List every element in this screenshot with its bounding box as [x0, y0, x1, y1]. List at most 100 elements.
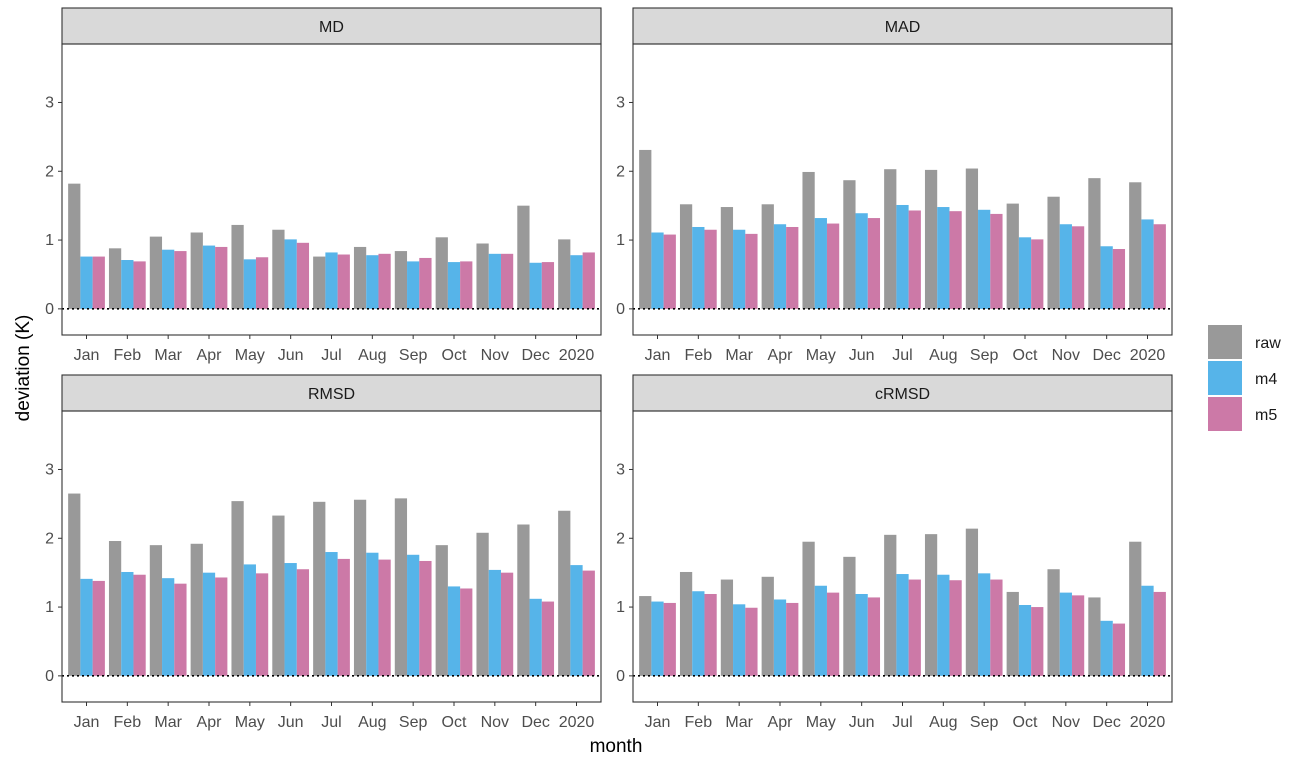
bar-m4 [366, 553, 378, 676]
legend-key-m4 [1208, 361, 1242, 395]
bar-m5 [1154, 224, 1166, 309]
bar-m4 [774, 224, 786, 309]
bar-m4 [489, 570, 501, 676]
bar-m5 [1113, 624, 1125, 676]
bar-raw [639, 596, 651, 676]
bar-m4 [80, 579, 92, 676]
bar-m5 [542, 262, 554, 309]
y-tick-label: 0 [45, 301, 54, 318]
x-tick-label: Apr [197, 714, 223, 731]
bar-raw [150, 545, 162, 676]
legend-label-m5: m5 [1255, 407, 1277, 424]
bar-raw [1088, 597, 1100, 675]
x-tick-label: Oct [442, 714, 467, 731]
y-tick-label: 0 [45, 668, 54, 685]
bar-m5 [297, 569, 309, 676]
bar-raw [966, 169, 978, 309]
x-tick-label: 2020 [1130, 714, 1166, 731]
bar-raw [884, 169, 896, 309]
x-tick-label: Jul [892, 714, 912, 731]
bar-m5 [949, 580, 961, 676]
x-tick-label: Nov [1052, 347, 1080, 364]
bar-m4 [366, 255, 378, 309]
bar-raw [395, 251, 407, 309]
bar-m5 [215, 577, 227, 675]
bar-m4 [162, 250, 174, 309]
bar-m5 [256, 573, 268, 676]
bar-m4 [856, 213, 868, 309]
x-tick-label: Jan [74, 347, 100, 364]
bar-raw [884, 535, 896, 676]
bar-raw [802, 542, 814, 676]
bar-m5 [949, 211, 961, 309]
x-tick-label: 2020 [559, 714, 595, 731]
bar-m5 [378, 254, 390, 309]
bar-m5 [338, 255, 350, 309]
legend-label-raw: raw [1255, 335, 1281, 352]
bar-m4 [570, 565, 582, 676]
x-tick-label: Oct [1013, 347, 1038, 364]
facet-title: MD [319, 19, 344, 36]
bar-m4 [733, 604, 745, 676]
bar-m5 [868, 597, 880, 675]
bar-m4 [1141, 586, 1153, 676]
bar-raw [721, 580, 733, 676]
x-axis-title: month [590, 736, 643, 757]
bar-raw [68, 184, 80, 309]
y-tick-label: 1 [45, 599, 54, 616]
bar-raw [150, 237, 162, 309]
bar-raw [925, 534, 937, 676]
x-tick-label: Dec [1092, 714, 1120, 731]
bar-raw [680, 204, 692, 309]
bar-m4 [896, 574, 908, 676]
x-tick-label: Oct [1013, 714, 1038, 731]
bar-m4 [121, 572, 133, 676]
bar-m5 [990, 214, 1002, 309]
bar-m5 [378, 560, 390, 676]
x-tick-label: Jun [849, 347, 875, 364]
bar-m5 [786, 227, 798, 309]
bar-m4 [80, 257, 92, 309]
x-tick-label: 2020 [559, 347, 595, 364]
bar-raw [925, 170, 937, 309]
bar-m5 [460, 261, 472, 308]
x-tick-label: Mar [725, 714, 753, 731]
x-tick-label: Apr [768, 347, 794, 364]
bar-m5 [990, 580, 1002, 676]
bar-m4 [1019, 605, 1031, 676]
bar-raw [1129, 542, 1141, 676]
x-tick-label: Mar [725, 347, 753, 364]
x-tick-label: Nov [481, 347, 509, 364]
bar-m4 [325, 552, 337, 676]
y-tick-label: 3 [616, 94, 625, 111]
bar-m4 [530, 599, 542, 676]
x-tick-label: Feb [114, 714, 142, 731]
x-tick-label: Sep [970, 347, 999, 364]
legend-label-m4: m4 [1255, 371, 1277, 388]
x-tick-label: Jan [74, 714, 100, 731]
bar-raw [762, 204, 774, 309]
bar-m4 [978, 573, 990, 676]
bar-m4 [203, 246, 215, 309]
bar-raw [558, 239, 570, 308]
bar-raw [231, 501, 243, 676]
bar-m4 [407, 555, 419, 676]
bar-m4 [489, 254, 501, 309]
bar-m4 [692, 227, 704, 309]
bar-m5 [909, 580, 921, 676]
bar-m4 [692, 591, 704, 676]
x-tick-label: Feb [114, 347, 142, 364]
bar-m4 [815, 586, 827, 676]
bar-m5 [133, 261, 145, 308]
bar-raw [313, 502, 325, 676]
bar-m5 [827, 224, 839, 309]
y-tick-label: 2 [45, 530, 54, 547]
y-tick-label: 1 [45, 232, 54, 249]
bar-m4 [407, 261, 419, 308]
y-tick-label: 3 [45, 461, 54, 478]
bar-raw [476, 533, 488, 676]
bar-m5 [93, 581, 105, 676]
bar-m5 [419, 258, 431, 309]
